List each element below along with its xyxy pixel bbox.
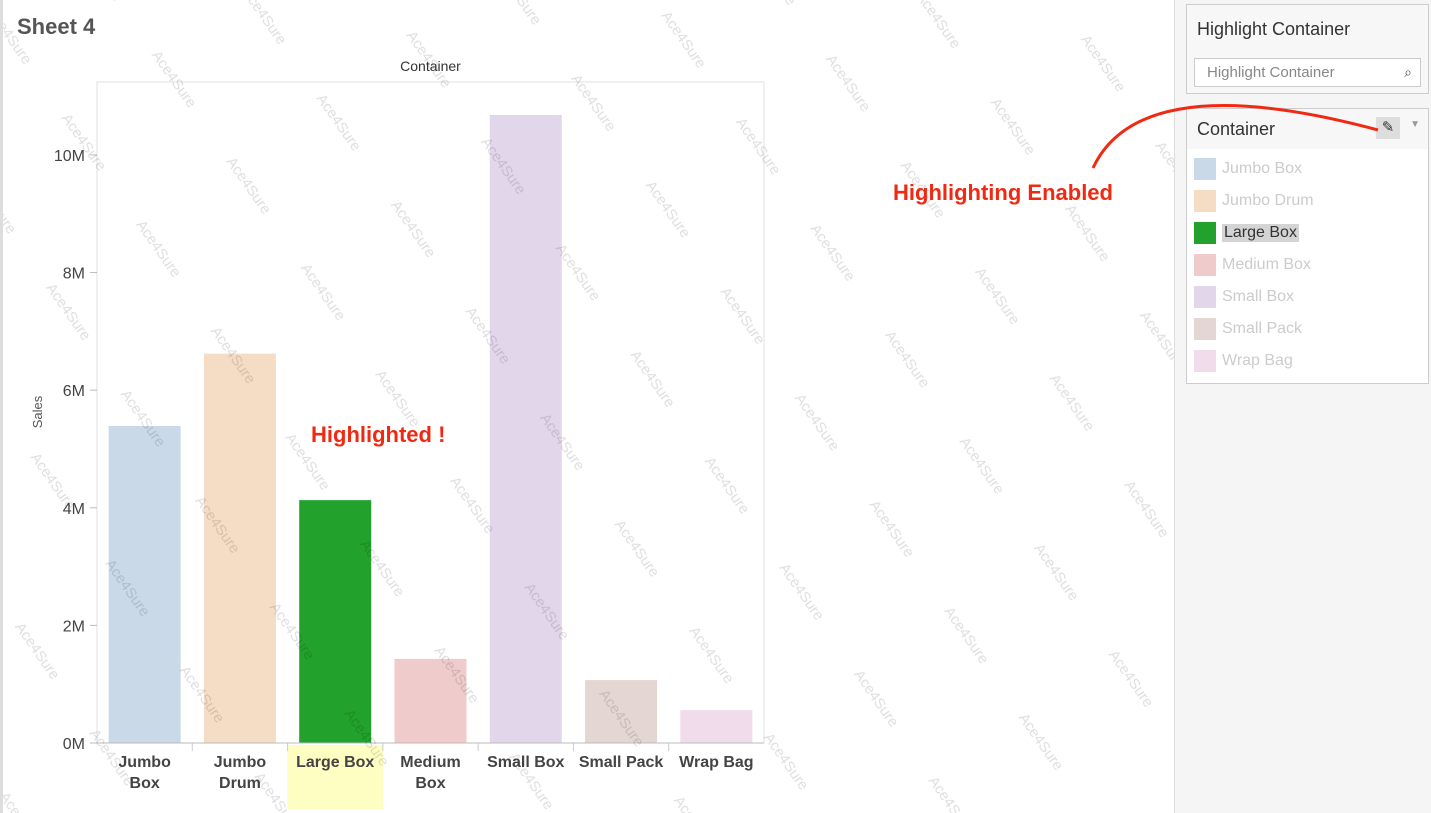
highlight-search-input[interactable]: Highlight Container ⌕	[1194, 58, 1421, 87]
bar-chart: Ace4SureContainerSales0M2M4M6M8M10MJumbo…	[3, 0, 1177, 813]
annotation-highlighting-enabled: Highlighting Enabled	[893, 180, 1113, 205]
legend-label: Jumbo Box	[1222, 160, 1303, 177]
search-placeholder: Highlight Container	[1207, 64, 1335, 81]
legend-item[interactable]: Small Box	[1187, 281, 1428, 313]
legend-swatch	[1194, 318, 1216, 340]
legend-label: Wrap Bag	[1222, 352, 1293, 369]
dropdown-arrow-icon[interactable]: ▼	[1410, 119, 1420, 130]
legend-item[interactable]: Jumbo Drum	[1187, 185, 1428, 217]
worksheet-area: Ace4SureContainerSales0M2M4M6M8M10MJumbo…	[0, 0, 1177, 813]
pencil-icon[interactable]: ✎	[1376, 117, 1400, 139]
watermark	[3, 0, 1177, 813]
annotation-highlighted: Highlighted !	[311, 422, 446, 447]
highlight-card-title: Highlight Container	[1197, 19, 1351, 39]
legend-label: Jumbo Drum	[1222, 192, 1314, 209]
legend-label: Small Pack	[1222, 320, 1303, 337]
legend-swatch	[1194, 222, 1216, 244]
legend-swatch	[1194, 158, 1216, 180]
color-legend: Container ✎ ▼ Jumbo Box Jumbo Drum Large B…	[1186, 108, 1429, 384]
sheet-title: Sheet 4	[17, 14, 96, 39]
legend-label: Large Box	[1222, 224, 1299, 242]
legend-item[interactable]: Large Box	[1187, 217, 1428, 249]
legend-label: Small Box	[1222, 288, 1295, 305]
legend-item[interactable]: Medium Box	[1187, 249, 1428, 281]
highlight-card: Highlight Container Highlight Container …	[1186, 4, 1429, 94]
sidebar: Highlight Container Highlight Container …	[1174, 0, 1431, 813]
legend-swatch	[1194, 254, 1216, 276]
search-icon: ⌕	[1404, 64, 1412, 80]
legend-label: Medium Box	[1222, 256, 1311, 273]
legend-swatch	[1194, 286, 1216, 308]
legend-item[interactable]: Small Pack	[1187, 313, 1428, 345]
legend-swatch	[1194, 190, 1216, 212]
legend-item[interactable]: Jumbo Box	[1187, 153, 1428, 185]
legend-item[interactable]: Wrap Bag	[1187, 345, 1428, 377]
legend-swatch	[1194, 350, 1216, 372]
